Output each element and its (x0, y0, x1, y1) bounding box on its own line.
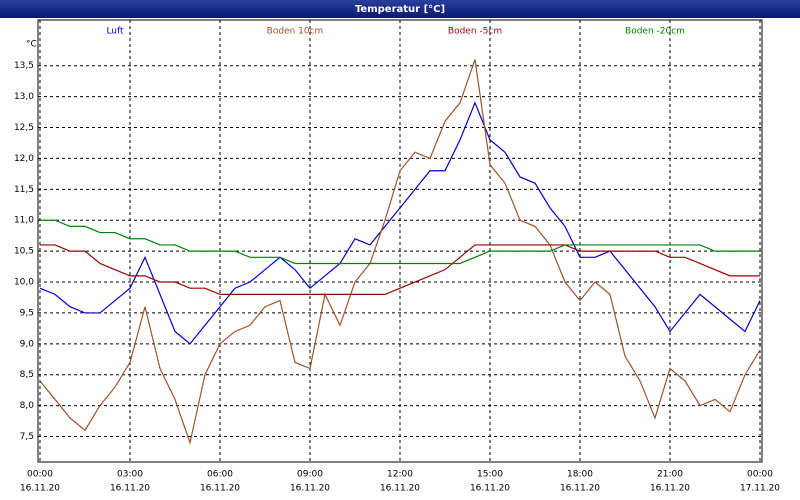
y-tick-label: 7,5 (20, 432, 34, 442)
legend-entry: Luft (106, 27, 124, 37)
x-tick-label: 12:00 (387, 470, 413, 480)
x-tick-date: 16.11.20 (470, 484, 510, 494)
x-tick-date: 17.11.20 (740, 484, 780, 494)
title-bar (0, 0, 800, 18)
y-axis-label: °C (26, 40, 37, 50)
x-tick-date: 16.11.20 (20, 484, 60, 494)
x-tick-date: 16.11.20 (560, 484, 600, 494)
y-tick-label: 8,5 (20, 370, 34, 380)
chart-title: Temperatur [°C] (355, 4, 445, 15)
y-tick-label: 8,0 (20, 401, 35, 411)
y-tick-label: 12,5 (14, 123, 34, 133)
x-tick-label: 03:00 (117, 470, 143, 480)
x-tick-label: 06:00 (207, 470, 233, 480)
x-tick-date: 16.11.20 (200, 484, 240, 494)
x-tick-label: 15:00 (477, 470, 503, 480)
x-tick-label: 09:00 (297, 470, 323, 480)
y-tick-label: 10,0 (14, 278, 34, 288)
series-line (40, 219, 760, 265)
x-tick-label: 18:00 (567, 470, 593, 480)
x-tick-label: 21:00 (657, 470, 683, 480)
x-tick-date: 16.11.20 (110, 484, 150, 494)
y-tick-label: 11,5 (14, 185, 34, 195)
y-tick-label: 12,0 (14, 154, 34, 164)
y-tick-label: 13,0 (14, 92, 34, 102)
series-line (39, 59, 761, 445)
x-tick-date: 16.11.20 (650, 484, 690, 494)
x-tick-date: 16.11.20 (290, 484, 330, 494)
series-line (39, 101, 761, 345)
x-tick-label: 00:00 (27, 470, 53, 480)
y-tick-label: 9,0 (20, 339, 35, 349)
y-tick-label: 10,5 (14, 247, 34, 257)
y-tick-label: 13,5 (14, 61, 34, 71)
series-line (40, 244, 760, 295)
y-tick-label: 9,5 (20, 308, 34, 318)
x-tick-label: 00:00 (747, 470, 773, 480)
legend-entry: Boden 10cm (267, 27, 324, 37)
legend-entry: Boden -20cm (625, 27, 685, 37)
x-tick-date: 16.11.20 (380, 484, 420, 494)
legend-entry: Boden -5cm (448, 27, 502, 37)
y-tick-label: 11,0 (14, 216, 34, 226)
